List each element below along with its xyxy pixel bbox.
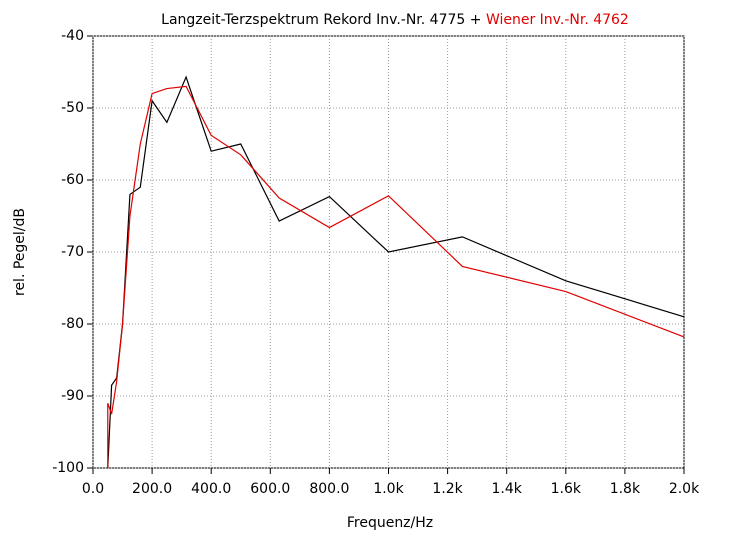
x-tick-label: 800.0 bbox=[309, 481, 349, 497]
x-tick-label: 1.6k bbox=[551, 481, 582, 497]
series-line bbox=[107, 85, 685, 468]
series-line bbox=[107, 75, 685, 469]
title-main: Langzeit-Terzspektrum Rekord Inv.-Nr. 47… bbox=[161, 12, 481, 28]
x-tick-label: 2.0k bbox=[669, 481, 700, 497]
y-tick-label: -70 bbox=[61, 244, 84, 260]
y-tick-label: -100 bbox=[52, 460, 84, 476]
x-tick-label: 0.0 bbox=[82, 481, 104, 497]
x-tick-label: 1.4k bbox=[492, 481, 523, 497]
y-tick-label: -50 bbox=[61, 100, 84, 116]
x-axis-label: Frequenz/Hz bbox=[347, 515, 433, 531]
x-tick-label: 1.8k bbox=[610, 481, 641, 497]
x-tick-label: 600.0 bbox=[250, 481, 290, 497]
title-highlight: Wiener Inv.-Nr. 4762 bbox=[486, 12, 629, 28]
y-tick-label: -60 bbox=[61, 172, 84, 188]
y-axis-label: rel. Pegel/dB bbox=[12, 208, 28, 296]
x-tick-label: 1.0k bbox=[373, 481, 404, 497]
x-tick-label: 1.2k bbox=[432, 481, 463, 497]
chart-title: Langzeit-Terzspektrum Rekord Inv.-Nr. 47… bbox=[161, 12, 629, 28]
y-tick-label: -40 bbox=[61, 28, 84, 44]
y-tick-label: -90 bbox=[61, 388, 84, 404]
x-tick-label: 400.0 bbox=[191, 481, 231, 497]
y-tick-label: -80 bbox=[61, 316, 84, 332]
x-tick-label: 200.0 bbox=[132, 481, 172, 497]
